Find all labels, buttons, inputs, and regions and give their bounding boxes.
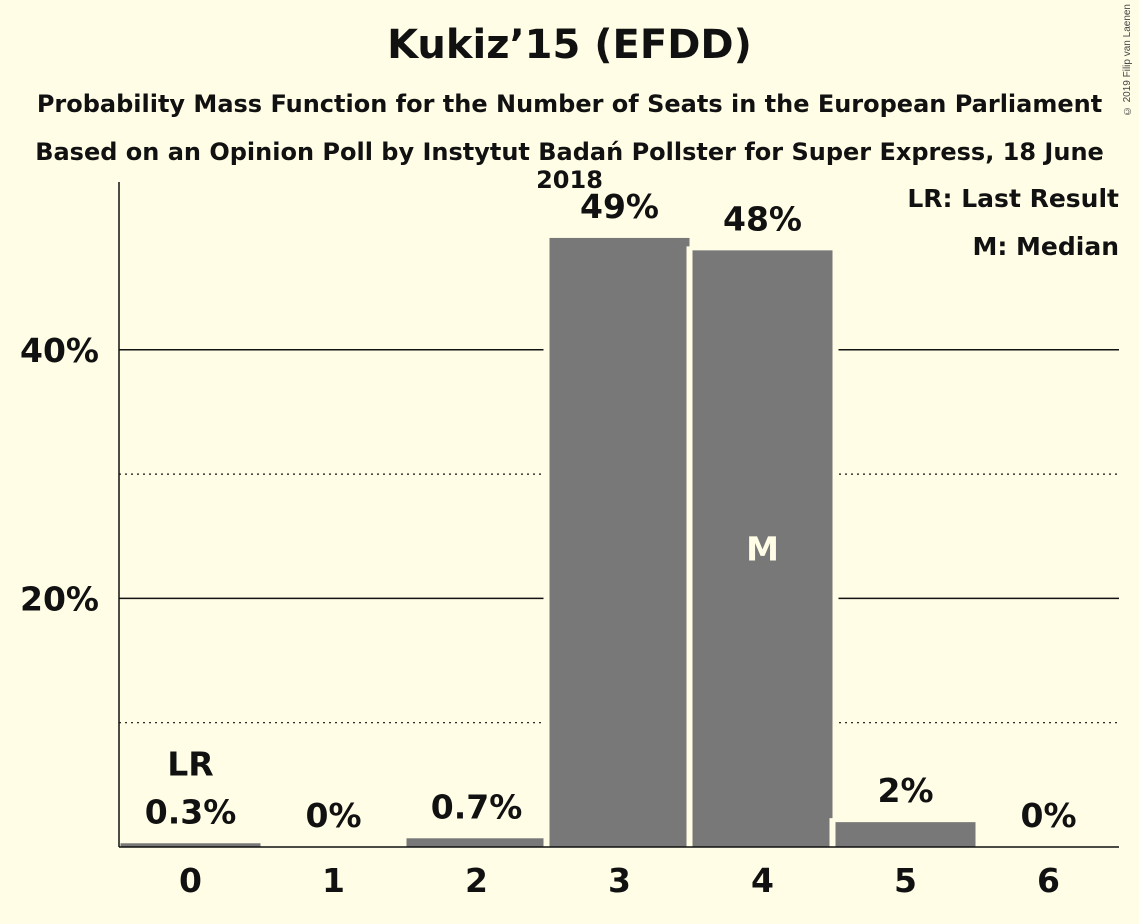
chart-subtitle-source: Based on an Opinion Poll by Instytut Bad…	[35, 138, 1104, 194]
last-result-marker: LR	[167, 744, 213, 783]
bar-4	[692, 250, 833, 847]
x-tick-label: 6	[1037, 861, 1060, 900]
legend-median: M: Median	[972, 232, 1119, 261]
bar-0	[120, 843, 261, 847]
bar-value-label: 0%	[305, 796, 361, 835]
y-tick-label: 20%	[20, 579, 99, 618]
x-tick-label: 0	[179, 861, 202, 900]
x-tick-label: 1	[322, 861, 345, 900]
bar-value-label: 2%	[877, 771, 933, 810]
bar-value-label: 0.3%	[145, 792, 237, 831]
chart-title: Kukiz’15 (EFDD)	[387, 22, 752, 68]
chart-subtitle: Probability Mass Function for the Number…	[36, 90, 1103, 118]
y-tick-label: 40%	[20, 331, 99, 370]
x-tick-label: 5	[894, 861, 917, 900]
legend-last-result: LR: Last Result	[907, 184, 1119, 213]
bar-3	[549, 237, 690, 848]
bar-value-label: 48%	[723, 199, 802, 238]
bar-2	[406, 838, 547, 847]
bar-value-label: 0%	[1020, 796, 1076, 835]
bar-value-label: 0.7%	[431, 787, 523, 826]
bar-value-label: 49%	[580, 187, 659, 226]
bar-backdrop	[114, 839, 267, 847]
median-marker: M	[746, 530, 779, 569]
x-tick-label: 2	[465, 861, 488, 900]
x-tick-label: 4	[751, 861, 774, 900]
bar-5	[835, 822, 976, 847]
x-tick-label: 3	[608, 861, 631, 900]
